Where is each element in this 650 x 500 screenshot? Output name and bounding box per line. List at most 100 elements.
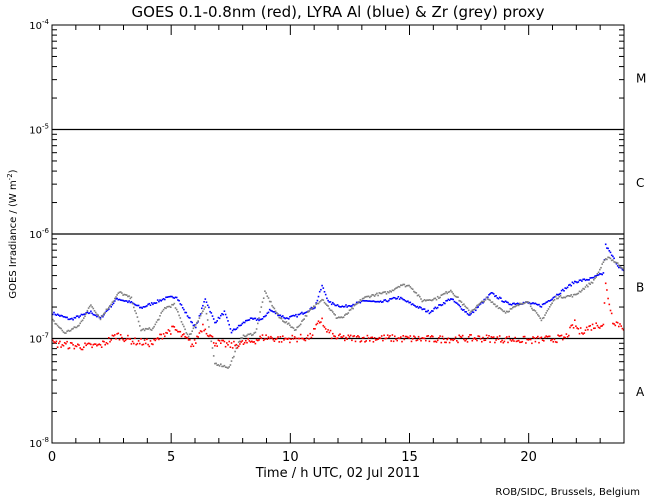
data-point [283,339,285,341]
data-point [566,286,569,289]
data-point [367,300,370,302]
data-point [427,335,429,337]
data-point [332,311,334,313]
data-point [514,305,516,308]
data-point [595,275,597,277]
data-point [606,258,608,261]
data-point [429,311,432,314]
data-point [186,337,189,339]
data-point [344,314,346,316]
data-point [432,310,434,312]
data-point [226,316,228,319]
data-point [298,337,301,340]
data-point [106,342,109,345]
data-point [262,297,265,299]
data-point [358,336,360,338]
data-point [564,296,566,299]
data-point [121,299,123,302]
data-point [439,296,441,299]
data-point [322,287,325,289]
series-lyra-zr-proxy [52,256,625,369]
data-point [172,325,174,328]
y-tick-labels: 10-410-510-610-710-8 [29,18,49,450]
data-point [483,298,485,301]
data-point [391,289,394,292]
data-point [464,340,466,342]
data-point [83,317,85,319]
data-point [415,292,418,294]
data-point [377,294,379,297]
data-point [361,299,364,302]
data-point [52,318,54,321]
data-point [361,297,364,300]
data-point [572,282,575,285]
data-point [73,326,76,328]
data-point [429,299,432,301]
data-point [129,338,132,340]
data-point [397,285,400,288]
data-point [125,338,128,340]
data-point [290,315,292,318]
data-point [226,342,228,344]
data-point [192,327,195,330]
data-point [508,303,510,306]
data-point [547,300,550,302]
data-point [601,325,603,327]
data-point [534,340,537,343]
data-point [140,329,142,332]
data-point [253,317,255,320]
data-point [581,280,583,282]
data-point [143,329,146,332]
data-point [509,303,512,306]
data-point [534,302,537,305]
data-point [408,301,410,304]
data-point [274,310,277,313]
data-point [545,312,547,314]
data-point [280,316,283,318]
data-point [160,333,162,336]
data-point [205,301,208,303]
data-point [431,335,433,337]
data-point [423,299,426,301]
data-point [171,295,173,298]
data-point [96,344,98,347]
data-point [589,283,591,285]
data-point [309,309,311,311]
data-point [349,305,352,308]
data-point [594,327,596,329]
data-point [86,311,89,314]
data-point [543,316,545,319]
data-point [451,298,453,300]
data-point [475,338,477,340]
data-point [585,284,588,286]
data-point [520,303,522,305]
data-point [495,339,497,341]
data-point [599,273,601,275]
data-point [445,341,447,344]
data-point [318,301,321,303]
data-point [301,311,303,314]
data-point [528,302,531,305]
data-point [307,311,309,313]
data-point [385,293,388,295]
data-point [111,301,114,303]
data-point [396,286,398,289]
data-point [199,313,202,315]
data-point [96,315,98,318]
data-point [540,306,543,308]
data-point [75,345,78,348]
data-point [389,290,391,292]
data-point [125,300,128,302]
data-point [165,296,167,299]
data-point [114,297,116,300]
data-point [233,355,235,358]
data-point [588,279,590,281]
data-point [54,313,56,316]
data-point [456,296,458,298]
data-point [265,314,267,317]
data-point [606,289,608,291]
data-point [229,328,232,330]
data-point [416,305,419,308]
data-point [517,303,520,305]
data-point [154,302,157,304]
